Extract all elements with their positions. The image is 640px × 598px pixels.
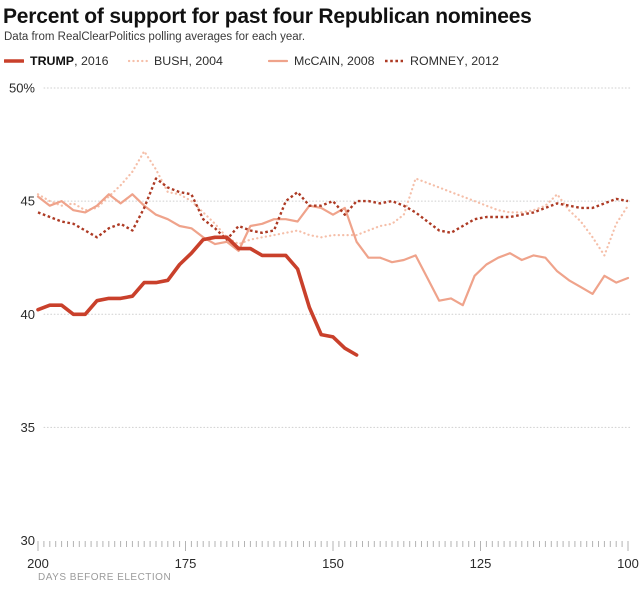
legend-label-name: BUSH	[154, 54, 189, 68]
x-tick-label: 200	[27, 556, 49, 571]
legend-swatch-romney-icon	[385, 59, 403, 63]
legend-label-year: , 2008	[340, 54, 375, 68]
legend-label-year: , 2016	[74, 54, 109, 68]
chart-subtitle: Data from RealClearPolitics polling aver…	[4, 31, 306, 43]
legend-label-year: , 2004	[188, 54, 223, 68]
y-tick-label: 45	[21, 194, 35, 209]
x-tick-labels: 200 175 150 125 100	[27, 556, 639, 571]
line-trump	[36, 235, 359, 357]
x-tick-label: 175	[175, 556, 197, 571]
x-tick-label: 100	[617, 556, 639, 571]
x-tick-label: 125	[470, 556, 492, 571]
legend-label-name: TRUMP	[30, 54, 75, 68]
y-tick-label: 35	[21, 420, 35, 435]
legend-item-bush: BUSH, 2004	[128, 53, 223, 69]
line-romney	[37, 177, 629, 241]
legend-label-name: ROMNEY	[410, 54, 465, 68]
y-gridlines	[43, 87, 632, 428]
legend-label-year: , 2012	[464, 54, 499, 68]
y-tick-label: 40	[21, 307, 35, 322]
legend-item-trump: TRUMP, 2016	[4, 53, 109, 69]
legend-item-romney: ROMNEY, 2012	[384, 53, 499, 69]
y-tick-labels: 50% 45 40 35 30	[9, 81, 35, 549]
y-tick-label: 30	[21, 533, 35, 548]
x-axis-ruler	[37, 541, 629, 551]
legend-item-mccain: McCAIN, 2008	[268, 53, 375, 69]
line-bush	[36, 150, 630, 257]
legend-label-name: McCAIN	[294, 54, 341, 68]
legend-swatch-mccain-icon	[268, 59, 288, 63]
x-axis-caption: DAYS BEFORE ELECTION	[38, 572, 172, 583]
chart-legend: TRUMP, 2016 BUSH, 2004 McCAIN, 2008 ROMNEY,…	[0, 53, 640, 69]
x-tick-label: 150	[322, 556, 344, 571]
legend-swatch-trump-icon	[4, 59, 24, 63]
legend-swatch-bush-icon	[128, 59, 148, 63]
chart-title: Percent of support for past four Republi…	[3, 5, 532, 28]
y-tick-label: 50%	[9, 81, 35, 96]
line-mccain	[36, 193, 630, 307]
series-lines	[36, 150, 630, 357]
